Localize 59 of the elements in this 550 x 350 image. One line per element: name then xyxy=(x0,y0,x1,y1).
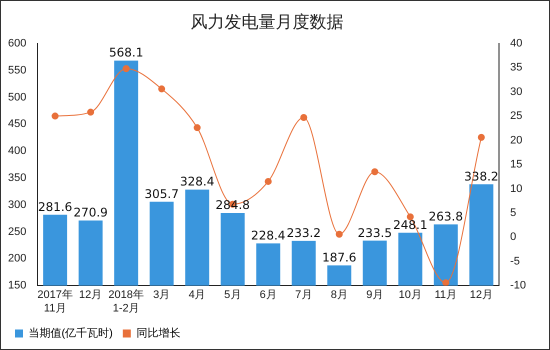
y2-tick-label: -10 xyxy=(510,280,526,292)
y-tick-label: 450 xyxy=(8,118,26,130)
y2-tick-label: 30 xyxy=(510,86,522,98)
x-tick-label: 12月 xyxy=(79,289,102,302)
y2-tick-label: 0 xyxy=(510,231,516,244)
y-tick-label: 600 xyxy=(8,37,26,50)
point xyxy=(300,114,308,122)
point xyxy=(158,85,166,92)
data-label: 233.2 xyxy=(286,226,321,240)
y-tick-label: 250 xyxy=(8,226,26,238)
x-tick-label: 4月 xyxy=(188,289,206,302)
point xyxy=(336,230,343,238)
x-tick-label: 7月 xyxy=(295,289,312,302)
point xyxy=(122,65,130,72)
data-label: 233.5 xyxy=(358,226,392,240)
y-tick-label: 400 xyxy=(8,145,26,158)
point xyxy=(52,112,59,120)
x-tick-label: 8月 xyxy=(330,289,348,302)
point xyxy=(87,108,94,116)
y2-tick-label: 10 xyxy=(510,182,522,195)
y-tick-label: 300 xyxy=(8,198,26,211)
y2-tick-label: -5 xyxy=(510,255,520,268)
y2-tick-label: 35 xyxy=(510,62,522,74)
data-label: 281.6 xyxy=(38,200,72,214)
data-label: 228.4 xyxy=(251,228,286,243)
x-tick-label: 12月 xyxy=(470,289,493,302)
y2-tick-label: 40 xyxy=(510,37,522,50)
x-tick-label: 5月 xyxy=(224,289,242,302)
legend-label: 当期值(亿千瓦时) xyxy=(28,326,113,340)
y2-tick-label: 20 xyxy=(510,134,522,146)
x-tick-label: 3月 xyxy=(153,289,170,302)
y-tick-label: 350 xyxy=(8,172,26,184)
x-tick-label: 10月 xyxy=(398,289,422,302)
x-tick-label: 11月 xyxy=(434,289,458,302)
y2-tick-label: 15 xyxy=(510,158,522,171)
legend-label: 同比增长 xyxy=(136,326,180,340)
y-tick-label: 200 xyxy=(8,252,26,265)
point xyxy=(442,279,450,286)
y2-tick-label: 25 xyxy=(510,110,522,122)
x-tick-label: 6月 xyxy=(260,289,277,302)
x-tick-label: 2017年 11月 xyxy=(37,289,73,314)
data-label: 270.9 xyxy=(73,206,108,220)
point xyxy=(194,124,201,132)
data-label: 305.7 xyxy=(144,186,179,201)
x-tick-label: 9月 xyxy=(366,289,384,302)
data-label: 568.1 xyxy=(108,46,144,60)
data-label: 328.4 xyxy=(180,174,214,189)
data-label: 263.8 xyxy=(428,209,464,224)
y-tick-label: 550 xyxy=(8,64,26,76)
point xyxy=(264,178,272,185)
y-tick-label: 500 xyxy=(8,91,26,104)
y2-tick-label: 5 xyxy=(510,206,516,219)
point xyxy=(478,134,485,141)
data-label: 284.8 xyxy=(216,198,250,212)
y-tick-label: 150 xyxy=(8,280,26,292)
chart-title: 风力发电量月度数据 xyxy=(190,12,344,33)
data-label: 187.6 xyxy=(322,250,356,264)
x-tick-label: 2018年 1-2月 xyxy=(108,289,144,314)
point xyxy=(371,168,378,176)
